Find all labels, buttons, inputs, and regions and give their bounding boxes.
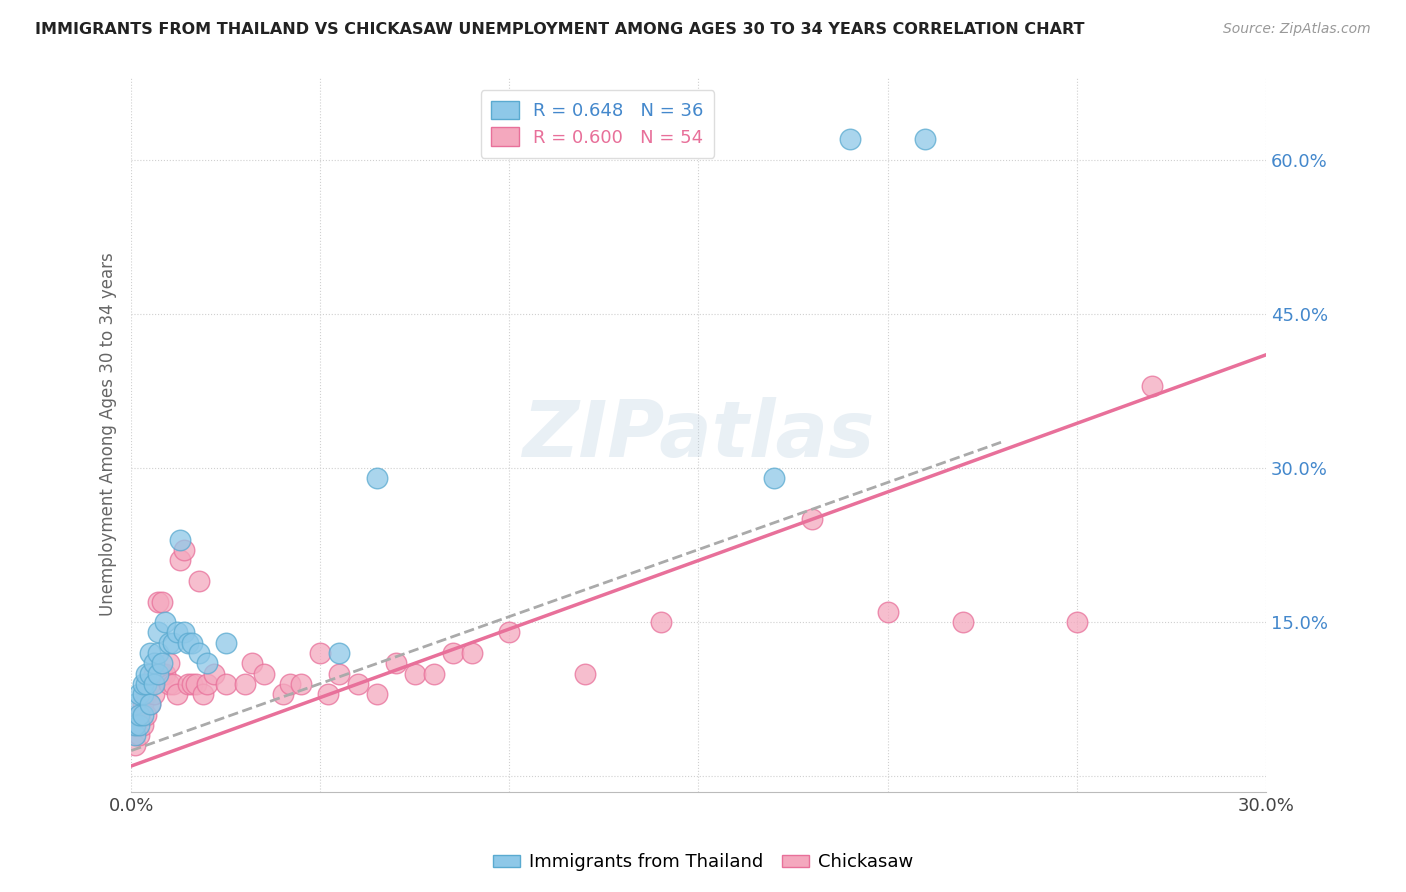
Point: [347, 677, 370, 691]
Legend: Immigrants from Thailand, Chickasaw: Immigrants from Thailand, Chickasaw: [486, 847, 920, 879]
Point: [139, 646, 162, 660]
Point: [166, 625, 188, 640]
Point: [169, 533, 191, 547]
Point: [146, 646, 169, 660]
Text: ZIPatlas: ZIPatlas: [523, 397, 875, 473]
Point: [131, 718, 153, 732]
Point: [188, 646, 211, 660]
Point: [177, 677, 200, 691]
Point: [157, 677, 180, 691]
Point: [146, 625, 169, 640]
Point: [763, 471, 786, 485]
Point: [124, 718, 146, 732]
Point: [128, 728, 150, 742]
Point: [195, 677, 218, 691]
Point: [184, 677, 207, 691]
Point: [150, 594, 173, 608]
Point: [1142, 378, 1164, 392]
Point: [574, 666, 596, 681]
Point: [441, 646, 464, 660]
Point: [316, 687, 339, 701]
Point: [142, 687, 165, 701]
Point: [498, 625, 520, 640]
Point: [135, 666, 157, 681]
Point: [166, 687, 188, 701]
Point: [128, 707, 150, 722]
Point: [162, 677, 184, 691]
Point: [135, 687, 157, 701]
Point: [131, 707, 153, 722]
Point: [366, 471, 388, 485]
Point: [146, 666, 169, 681]
Point: [952, 615, 974, 629]
Point: [328, 666, 350, 681]
Point: [650, 615, 672, 629]
Point: [366, 687, 388, 701]
Point: [139, 677, 162, 691]
Point: [128, 687, 150, 701]
Point: [195, 657, 218, 671]
Point: [233, 677, 256, 691]
Point: [135, 677, 157, 691]
Point: [914, 132, 936, 146]
Text: Source: ZipAtlas.com: Source: ZipAtlas.com: [1223, 22, 1371, 37]
Point: [142, 657, 165, 671]
Point: [157, 635, 180, 649]
Point: [180, 677, 202, 691]
Point: [142, 677, 165, 691]
Point: [131, 698, 153, 712]
Point: [252, 666, 274, 681]
Point: [876, 605, 898, 619]
Point: [150, 657, 173, 671]
Point: [124, 718, 146, 732]
Point: [404, 666, 426, 681]
Point: [328, 646, 350, 660]
Point: [139, 666, 162, 681]
Point: [155, 615, 177, 629]
Point: [135, 707, 157, 722]
Point: [124, 728, 146, 742]
Point: [139, 698, 162, 712]
Point: [131, 687, 153, 701]
Point: [128, 707, 150, 722]
Text: IMMIGRANTS FROM THAILAND VS CHICKASAW UNEMPLOYMENT AMONG AGES 30 TO 34 YEARS COR: IMMIGRANTS FROM THAILAND VS CHICKASAW UN…: [35, 22, 1084, 37]
Y-axis label: Unemployment Among Ages 30 to 34 years: Unemployment Among Ages 30 to 34 years: [100, 252, 117, 616]
Point: [124, 698, 146, 712]
Point: [169, 553, 191, 567]
Point: [157, 657, 180, 671]
Point: [800, 512, 823, 526]
Point: [460, 646, 482, 660]
Point: [204, 666, 226, 681]
Point: [177, 635, 200, 649]
Point: [128, 718, 150, 732]
Point: [131, 677, 153, 691]
Point: [838, 132, 860, 146]
Point: [173, 625, 195, 640]
Point: [1066, 615, 1088, 629]
Point: [150, 666, 173, 681]
Legend: R = 0.648   N = 36, R = 0.600   N = 54: R = 0.648 N = 36, R = 0.600 N = 54: [481, 90, 714, 158]
Point: [191, 687, 214, 701]
Point: [271, 687, 294, 701]
Point: [423, 666, 446, 681]
Point: [155, 666, 177, 681]
Point: [188, 574, 211, 588]
Point: [309, 646, 332, 660]
Point: [162, 635, 184, 649]
Point: [142, 666, 165, 681]
Point: [180, 635, 202, 649]
Point: [124, 739, 146, 753]
Point: [278, 677, 301, 691]
Point: [385, 657, 408, 671]
Point: [146, 594, 169, 608]
Point: [290, 677, 312, 691]
Point: [215, 677, 238, 691]
Point: [139, 698, 162, 712]
Point: [215, 635, 238, 649]
Point: [240, 657, 263, 671]
Point: [173, 543, 195, 558]
